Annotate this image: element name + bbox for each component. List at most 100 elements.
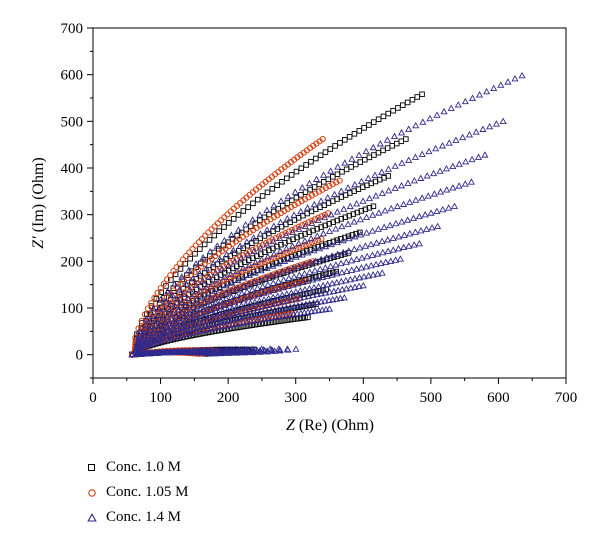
y-axis-label: Z′ (Im) (Ohm) [30,157,47,249]
legend-item-conc-1-4: Conc. 1.4 M [86,505,189,530]
data-point [183,307,190,314]
data-point [245,204,251,210]
data-point [442,165,451,172]
data-point [325,305,334,312]
data-point [292,252,299,258]
data-point [277,218,285,226]
legend-item-conc-1-05: Conc. 1.05 M [86,480,189,505]
data-point [461,180,469,187]
data-point [371,171,379,178]
data-point [184,272,190,278]
data-point [235,296,244,304]
data-point [230,205,237,212]
data-point [260,296,268,303]
data-point [226,220,232,226]
data-point [359,197,367,204]
data-point [164,287,172,295]
data-point [275,284,282,290]
data-point [304,277,312,284]
data-point [344,220,352,227]
y-axis-label-text: (Im) (Ohm) [30,157,47,236]
data-point [333,278,341,286]
data-point [356,243,364,251]
data-point [299,278,307,286]
data-point [352,265,361,272]
data-point [378,189,386,196]
data-point [385,186,393,194]
data-point [414,94,420,100]
data-point [204,316,212,323]
data-point [292,253,300,260]
data-point [222,281,230,289]
data-point [289,281,297,288]
data-point [258,255,266,263]
data-point [300,270,309,277]
data-point [330,219,336,225]
data-point [319,281,327,289]
data-point [366,154,373,161]
data-point [411,153,420,160]
data-point [199,277,207,284]
data-point [292,345,300,352]
data-point [311,245,318,251]
data-point [303,162,309,168]
data-point [277,197,285,204]
data-point [339,248,347,256]
data-point [334,286,342,294]
data-point [288,203,295,211]
data-point [351,131,358,137]
data-point [258,302,267,309]
data-point [355,282,363,290]
data-point [365,194,374,202]
data-point [361,125,367,131]
data-point [384,247,392,254]
data-point [190,290,198,298]
data-point [211,223,218,230]
data-point [198,349,206,356]
data-point [283,215,291,222]
data-point [362,213,371,221]
data-point [270,286,278,293]
data-point [385,110,392,117]
data-point [195,239,202,246]
data-point [231,298,239,305]
data-point [318,235,325,243]
data-point [270,222,278,229]
data-point [236,313,244,320]
data-point [278,268,286,275]
data-point [167,315,175,322]
data-point [372,239,381,246]
data-point [332,261,340,268]
data-point [265,287,273,295]
data-point [314,282,323,290]
data-point [250,247,258,254]
data-point [339,169,345,175]
data-point [132,350,141,357]
data-point [167,272,174,279]
data-point [311,238,319,245]
data-point [211,350,219,357]
data-point [370,203,377,210]
data-point [367,261,375,269]
data-point [166,328,174,335]
data-point [149,304,158,312]
data-point [345,247,353,254]
data-point [310,246,318,254]
data-point [246,299,254,306]
data-point [369,271,377,278]
data-point [380,113,387,120]
data-point [374,225,382,232]
data-point [353,255,361,262]
data-point [175,314,183,322]
data-point [324,280,332,288]
data-point [305,314,311,321]
data-point [398,218,406,225]
y-tick-label: 600 [61,68,84,84]
data-point [412,196,420,203]
data-point [378,237,386,244]
data-point [374,250,382,257]
data-point [341,159,349,166]
data-point [309,291,317,299]
data-point [415,212,423,220]
x-axis-label-italic: Z [286,417,296,434]
